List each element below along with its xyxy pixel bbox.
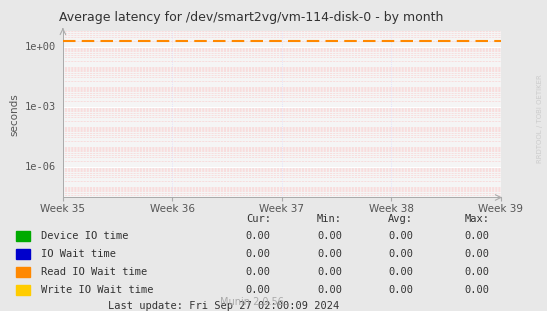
- Text: Read IO Wait time: Read IO Wait time: [41, 267, 147, 277]
- Text: 1e+00: 1e+00: [25, 42, 56, 52]
- Text: 0.00: 0.00: [246, 249, 271, 259]
- Text: 0.00: 0.00: [464, 231, 490, 241]
- Text: 0.00: 0.00: [388, 231, 413, 241]
- Text: Average latency for /dev/smart2vg/vm-114-disk-0 - by month: Average latency for /dev/smart2vg/vm-114…: [60, 11, 444, 24]
- Text: 0.00: 0.00: [317, 267, 342, 277]
- Text: Device IO time: Device IO time: [41, 231, 129, 241]
- Text: 0.00: 0.00: [388, 249, 413, 259]
- Text: 0.00: 0.00: [388, 267, 413, 277]
- Text: Munin 2.0.56: Munin 2.0.56: [220, 297, 283, 307]
- Text: Write IO Wait time: Write IO Wait time: [41, 285, 154, 295]
- Text: Max:: Max:: [464, 214, 490, 224]
- Text: 1e-06: 1e-06: [25, 162, 56, 172]
- Text: RRDTOOL / TOBI OETIKER: RRDTOOL / TOBI OETIKER: [537, 74, 543, 163]
- Text: 0.00: 0.00: [317, 249, 342, 259]
- Text: 1e-03: 1e-03: [25, 102, 56, 112]
- Text: 0.00: 0.00: [317, 285, 342, 295]
- Text: 0.00: 0.00: [464, 267, 490, 277]
- Text: Min:: Min:: [317, 214, 342, 224]
- Text: Avg:: Avg:: [388, 214, 413, 224]
- Text: 0.00: 0.00: [464, 285, 490, 295]
- Text: 0.00: 0.00: [246, 267, 271, 277]
- Text: IO Wait time: IO Wait time: [41, 249, 116, 259]
- Text: 0.00: 0.00: [246, 285, 271, 295]
- Text: 0.00: 0.00: [246, 231, 271, 241]
- Text: 0.00: 0.00: [388, 285, 413, 295]
- Text: Cur:: Cur:: [246, 214, 271, 224]
- Text: 0.00: 0.00: [464, 249, 490, 259]
- Text: 0.00: 0.00: [317, 231, 342, 241]
- Y-axis label: seconds: seconds: [9, 93, 19, 136]
- Text: Last update: Fri Sep 27 02:00:09 2024: Last update: Fri Sep 27 02:00:09 2024: [108, 301, 339, 311]
